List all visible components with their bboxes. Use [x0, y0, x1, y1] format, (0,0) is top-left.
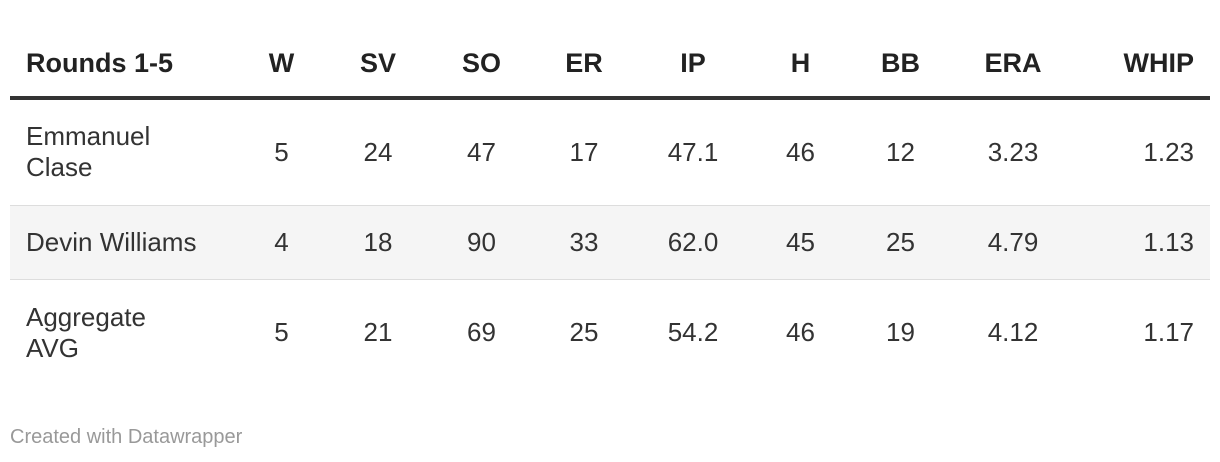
cell-so: 90 [467, 226, 496, 257]
header-cell-h: H [790, 47, 811, 78]
row-label-line: Aggregate [26, 301, 146, 332]
header-cell-w: W [268, 47, 295, 78]
cell-so: 47 [467, 136, 496, 167]
row-label-cell: Aggregate AVG [10, 279, 230, 386]
datawrapper-credit[interactable]: Created with Datawrapper [10, 426, 243, 448]
cell-whip: 1.13 [1143, 226, 1194, 257]
cell-so: 69 [467, 317, 496, 348]
cell-era: 3.23 [987, 136, 1039, 167]
cell-ip: 47.1 [667, 136, 719, 167]
table-row: Aggregate AVG 5 21 69 25 54.2 46 19 4.12… [10, 279, 1210, 386]
cell-sv: 21 [363, 317, 393, 348]
row-label-line: Emmanuel [26, 121, 151, 152]
cell-sv: 24 [363, 136, 393, 167]
cell-h: 46 [786, 136, 815, 167]
header-cell-bb: BB [881, 47, 920, 78]
header-cell-era: ERA [984, 47, 1042, 78]
cell-er: 33 [569, 226, 599, 257]
cell-whip: 1.23 [1143, 136, 1194, 167]
cell-w: 4 [274, 226, 289, 257]
header-cell-sv: SV [359, 47, 397, 78]
row-label-line: Clase [26, 152, 93, 183]
stats-table: Rounds 1-5 W SV SO ER IP H BB ERA WHIP E… [10, 30, 1210, 386]
row-label-line: Devin Williams [26, 226, 197, 257]
cell-bb: 12 [886, 136, 915, 167]
cell-w: 5 [274, 317, 289, 348]
header-row: Rounds 1-5 W SV SO ER IP H BB ERA WHIP [10, 30, 1210, 98]
header-cell-so: SO [461, 47, 501, 78]
header-cell-er: ER [565, 47, 603, 78]
table-row: Emmanuel Clase 5 24 47 17 47.1 46 12 3.2… [10, 98, 1210, 205]
cell-ip: 54.2 [667, 317, 719, 348]
cell-ip: 62.0 [667, 226, 719, 257]
cell-h: 46 [786, 317, 815, 348]
row-label-cell: Devin Williams [10, 205, 230, 279]
header-cell-whip: WHIP [1123, 47, 1195, 78]
header-cell-ip: IP [680, 47, 706, 78]
cell-era: 4.12 [987, 317, 1039, 348]
table-body: Emmanuel Clase 5 24 47 17 47.1 46 12 3.2… [10, 98, 1210, 386]
cell-bb: 19 [886, 317, 915, 348]
stats-table-container: Rounds 1-5 W SV SO ER IP H BB ERA WHIP E… [10, 30, 1210, 386]
cell-bb: 25 [886, 226, 915, 257]
cell-sv: 18 [363, 226, 393, 257]
cell-whip: 1.17 [1143, 317, 1194, 348]
table-row: Devin Williams 4 18 90 33 62.0 45 25 4.7… [10, 205, 1210, 279]
cell-w: 5 [274, 136, 289, 167]
cell-era: 4.79 [987, 226, 1039, 257]
row-label-cell: Emmanuel Clase [10, 98, 230, 205]
cell-er: 17 [569, 136, 599, 167]
cell-er: 25 [569, 317, 599, 348]
row-label-line: AVG [26, 332, 79, 363]
table-header: Rounds 1-5 W SV SO ER IP H BB ERA WHIP [10, 30, 1210, 98]
cell-h: 45 [786, 226, 815, 257]
header-cell-rounds: Rounds 1-5 [26, 47, 174, 78]
